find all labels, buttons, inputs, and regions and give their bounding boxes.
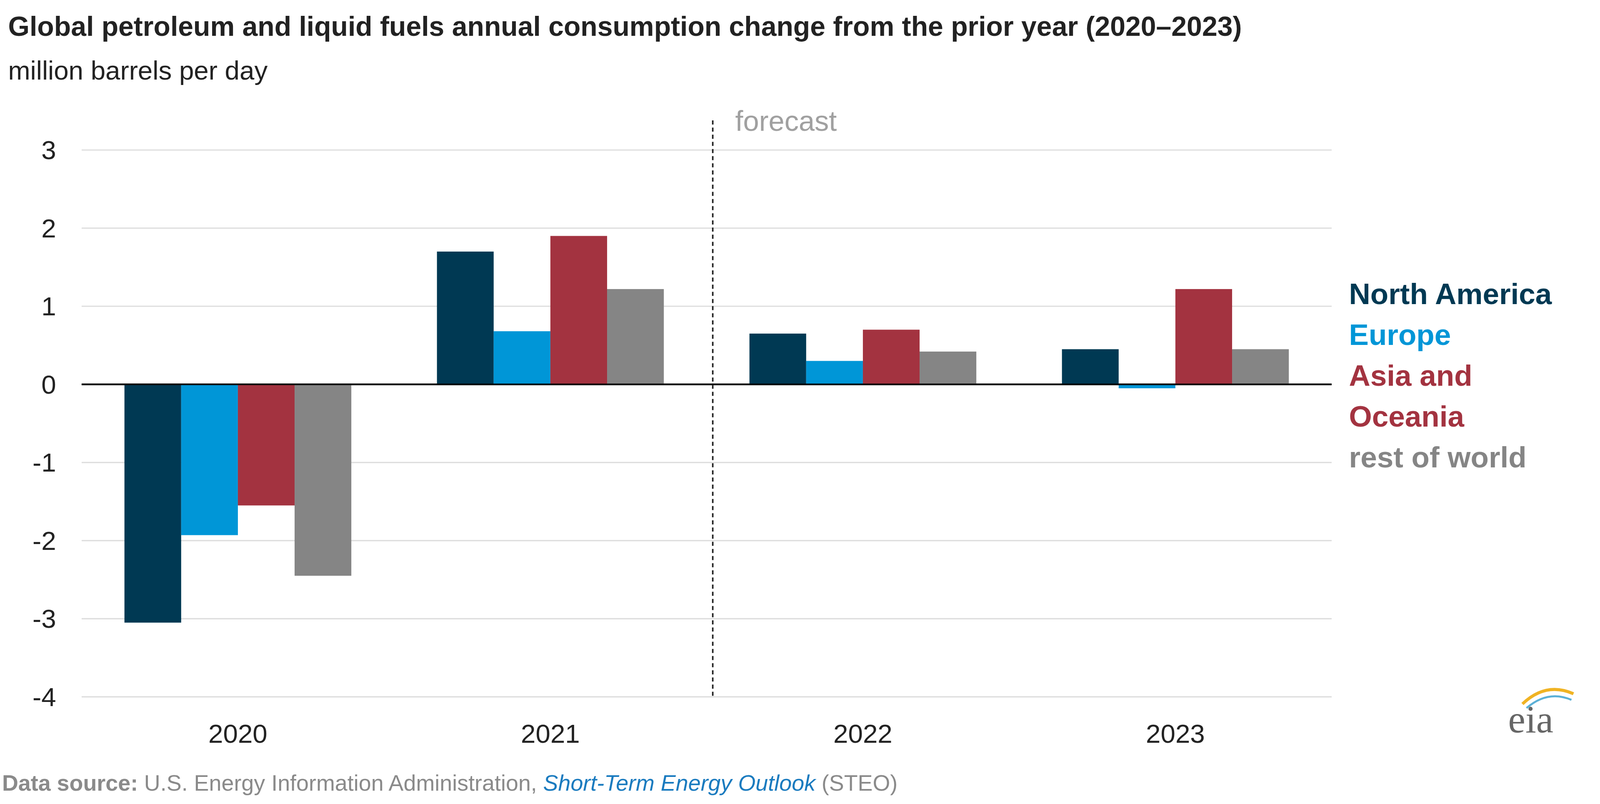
bar	[862, 329, 920, 385]
subtitle: million barrels per day	[8, 55, 268, 85]
chart: Global petroleum and liquid fuels annual…	[0, 0, 1600, 804]
grid-line	[81, 618, 1332, 620]
y-tick-label: -3	[32, 603, 57, 634]
y-tick-label: -2	[32, 525, 57, 556]
zero-line	[81, 383, 1332, 386]
bar	[607, 289, 664, 385]
legend-line: Asia and	[1349, 359, 1473, 393]
bar	[124, 384, 182, 623]
grid-line	[81, 149, 1332, 151]
source-text: U.S. Energy Information Administration,	[144, 770, 538, 796]
x-tick-label: 2023	[1145, 718, 1205, 749]
y-tick-label: 2	[41, 213, 56, 243]
x-tick-label: 2021	[520, 718, 580, 749]
bar	[237, 384, 295, 506]
legend-entry: rest of world	[1349, 440, 1527, 474]
x-tick-label: 2022	[833, 718, 893, 749]
bar	[294, 384, 352, 576]
legend-line: North America	[1349, 277, 1553, 311]
legend-entry: Asia and Oceania	[1349, 359, 1473, 433]
zero-line	[81, 383, 1332, 386]
legend-entry: North America	[1349, 277, 1553, 311]
bar	[1232, 349, 1289, 385]
bar	[550, 235, 608, 385]
source-suffix: (STEO)	[821, 770, 898, 796]
bar	[493, 331, 551, 385]
x-tick-label: 2020	[208, 718, 268, 749]
y-tick-label: 3	[41, 135, 56, 165]
bar	[1175, 289, 1233, 385]
logo: eia	[1508, 697, 1554, 741]
grid-line	[81, 227, 1332, 229]
bar	[806, 360, 863, 385]
forecast-divider	[712, 120, 714, 698]
y-tick-label: -4	[32, 682, 57, 712]
bar	[437, 251, 494, 385]
source-label: Data source:	[2, 770, 138, 796]
legend-line: Europe	[1349, 318, 1452, 352]
legend-line: rest of world	[1349, 440, 1527, 474]
y-tick-label: 0	[41, 369, 56, 400]
grid-line	[81, 540, 1332, 542]
bar	[919, 351, 977, 385]
annotation: forecast	[735, 105, 837, 138]
source-link: Short-Term Energy Outlook	[543, 770, 818, 796]
bar	[749, 333, 807, 385]
bars	[124, 235, 1289, 623]
title: Global petroleum and liquid fuels annual…	[8, 10, 1243, 42]
source: Data source:U.S. Energy Information Admi…	[2, 770, 898, 796]
y-tick-label: 1	[41, 291, 56, 321]
y-tick-label: -1	[32, 447, 57, 478]
bar	[1062, 349, 1119, 385]
grid-line	[81, 305, 1332, 308]
legend-line: Oceania	[1349, 400, 1465, 433]
bar	[181, 384, 238, 536]
grid-line	[81, 696, 1332, 698]
legend-entry: Europe	[1349, 318, 1452, 352]
